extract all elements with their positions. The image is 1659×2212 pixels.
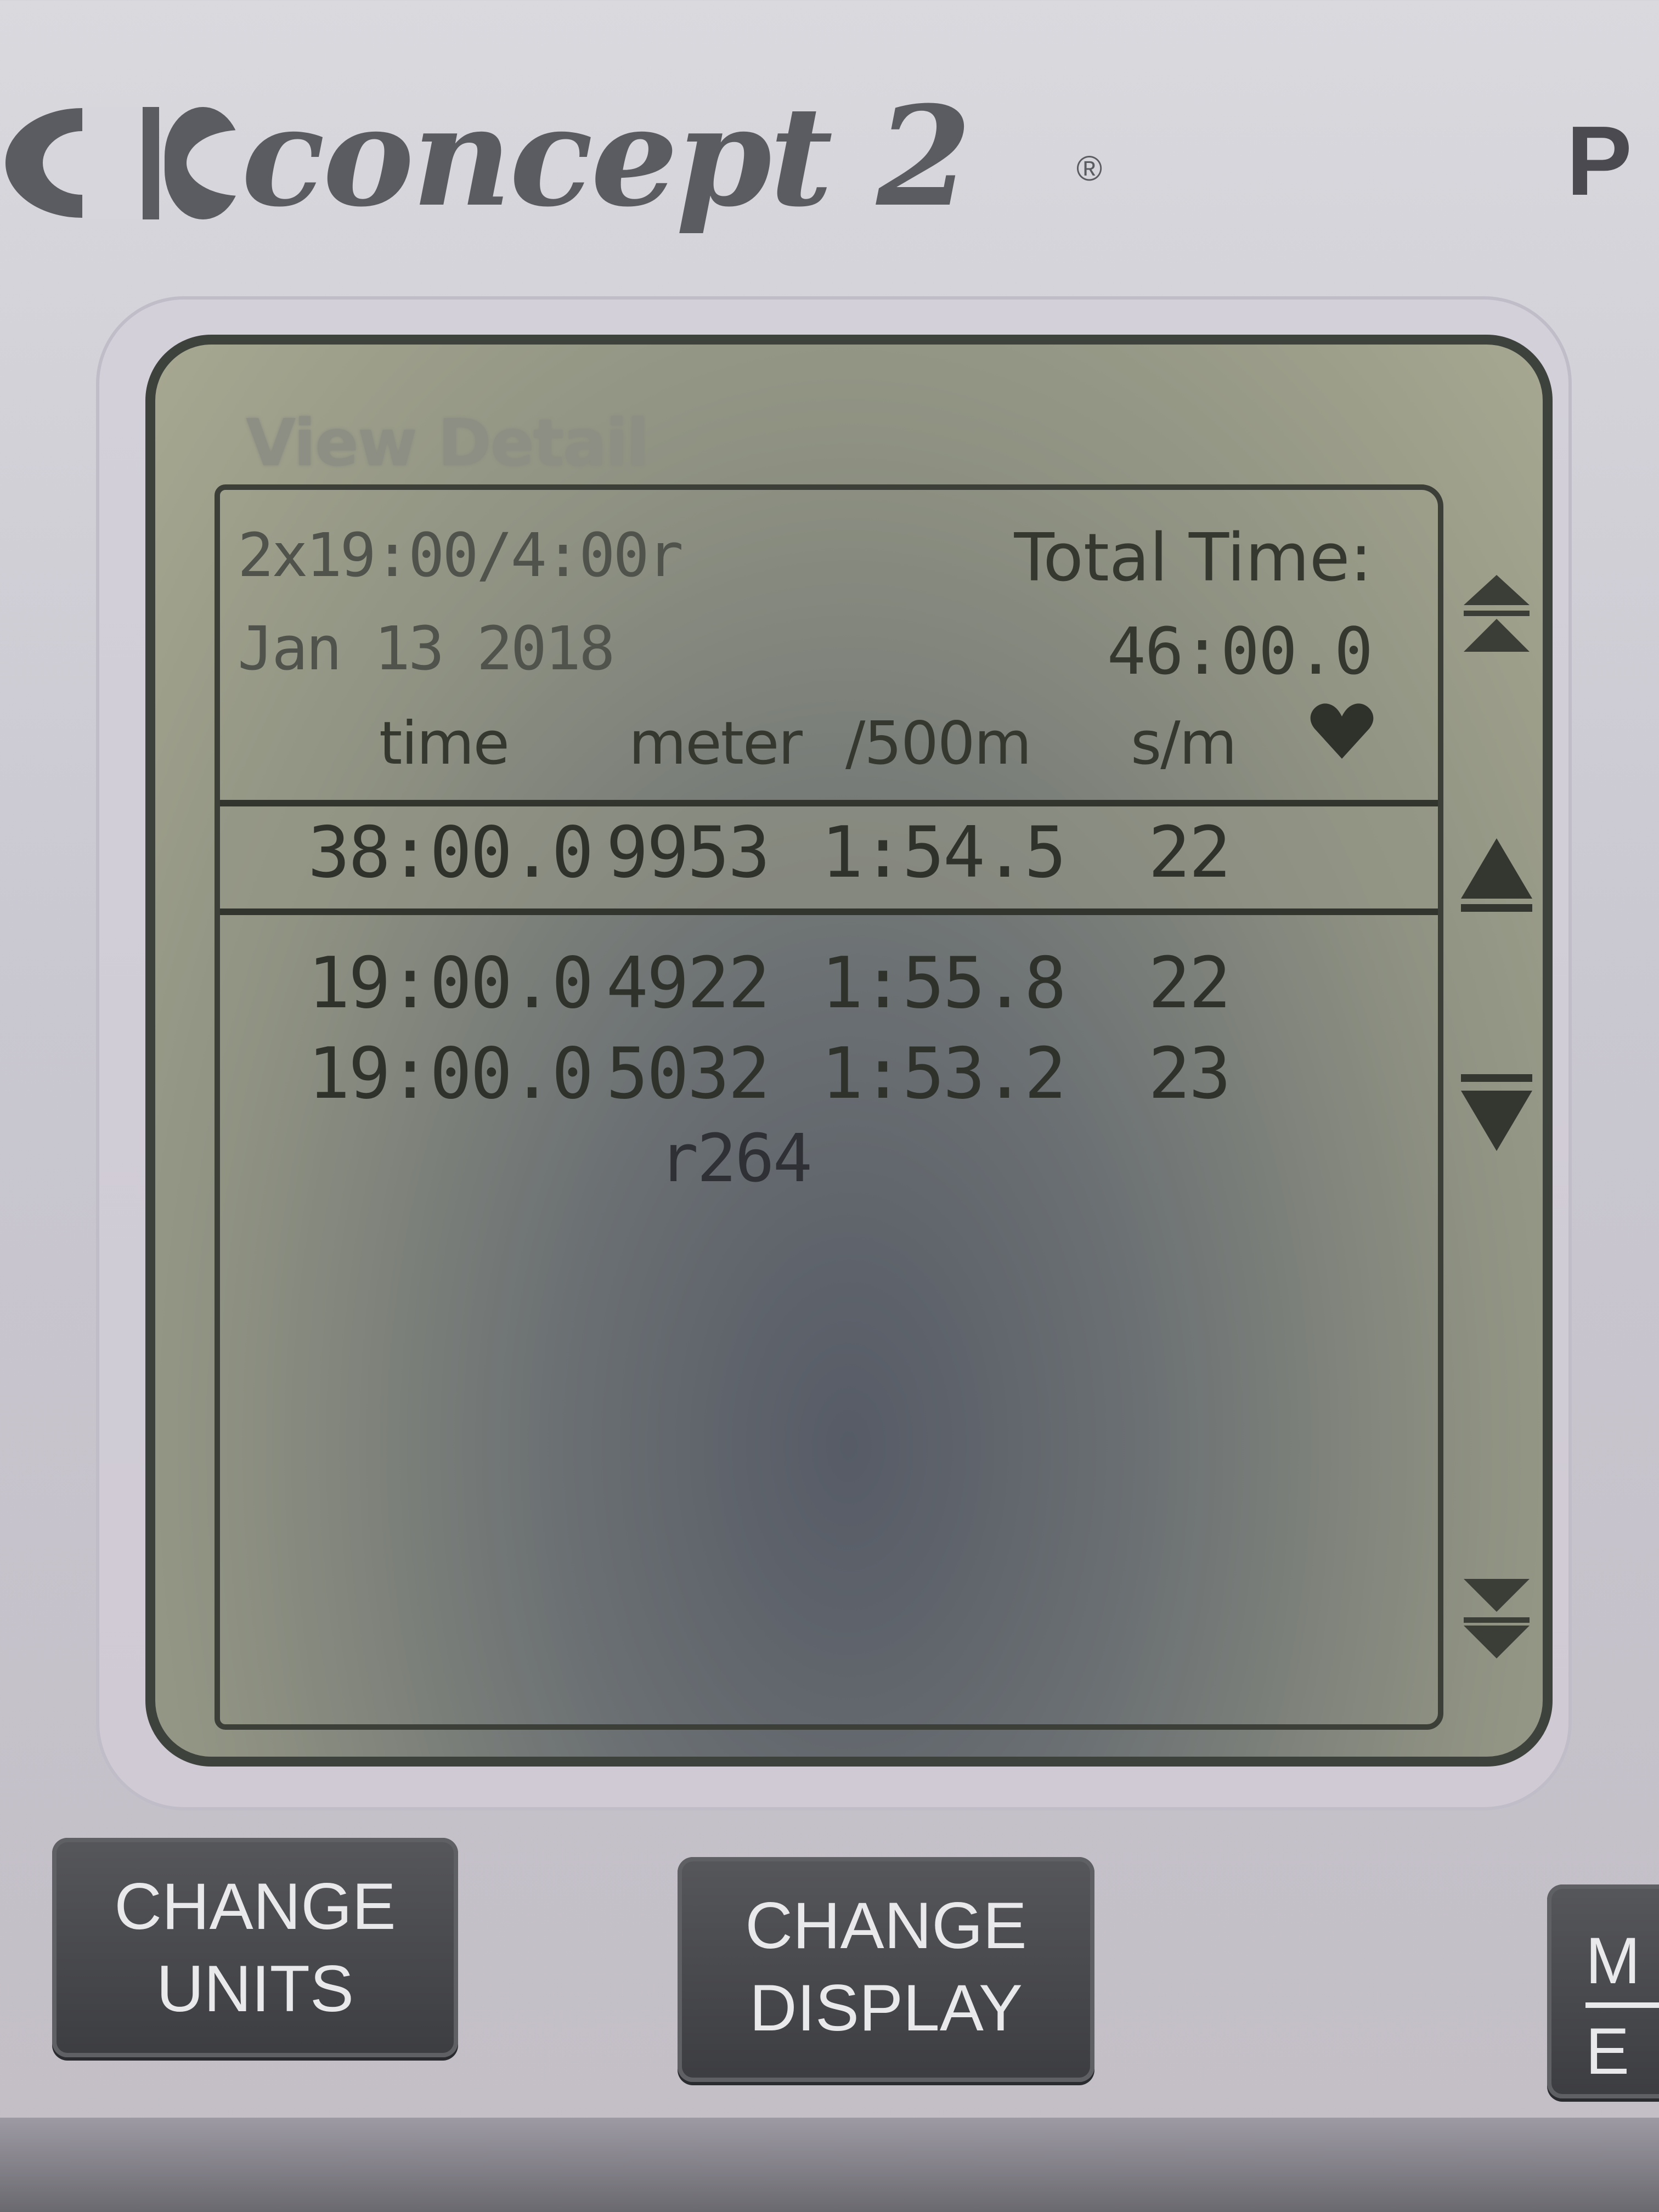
lcd-screen: View Detail 2x19:00/4:00r Jan 13 2018 To… bbox=[145, 335, 1553, 1767]
button-divider bbox=[1585, 2002, 1659, 2008]
total-time-label: Total Time: bbox=[1014, 520, 1373, 596]
brand-name: concept 2 bbox=[241, 76, 972, 237]
interval-spm: 23 bbox=[1148, 1033, 1231, 1115]
model-letter: P bbox=[1566, 106, 1633, 216]
button-label-line2: E bbox=[1585, 2015, 1630, 2088]
registered-mark: ® bbox=[1076, 149, 1103, 188]
workout-detail-panel: 2x19:00/4:00r Jan 13 2018 Total Time: 46… bbox=[215, 484, 1443, 1730]
summary-time: 38:00.0 bbox=[308, 812, 594, 894]
column-header-time: time bbox=[379, 709, 510, 778]
change-display-button[interactable]: CHANGE DISPLAY bbox=[678, 1857, 1094, 2082]
interval-row: 19:00.0 4922 1:55.8 22 bbox=[220, 943, 1438, 1030]
interval-meter: 5032 bbox=[606, 1033, 770, 1115]
button-label-line2: UNITS bbox=[156, 1952, 354, 2025]
column-header-pace: /500m bbox=[845, 709, 1032, 778]
menu-back-button[interactable]: M E bbox=[1547, 1884, 1659, 2098]
summary-spm: 22 bbox=[1148, 812, 1231, 894]
interval-spm: 22 bbox=[1148, 943, 1231, 1024]
button-label-line1: CHANGE bbox=[745, 1889, 1027, 1962]
column-header-meter: meter bbox=[629, 709, 803, 778]
concept2-logo: concept 2 ® bbox=[0, 82, 1152, 236]
monitor-base bbox=[0, 2118, 1659, 2212]
button-label-line1: M bbox=[1585, 1924, 1640, 1997]
rest-meters: r264 bbox=[659, 1121, 812, 1197]
change-units-button[interactable]: CHANGE UNITS bbox=[52, 1838, 458, 2057]
down-arrow-icon[interactable] bbox=[1455, 1069, 1538, 1162]
heart-icon bbox=[1310, 703, 1374, 759]
interval-pace: 1:53.2 bbox=[821, 1033, 1066, 1115]
screen-title: View Detail bbox=[246, 405, 649, 481]
button-label-line1: CHANGE bbox=[114, 1870, 396, 1943]
total-time-value: 46:00.0 bbox=[1107, 613, 1373, 689]
concept2-logo-mark-icon bbox=[5, 107, 241, 219]
summary-meter: 9953 bbox=[606, 812, 770, 894]
up-arrow-icon[interactable] bbox=[1455, 827, 1538, 921]
interval-row: 19:00.0 5032 1:53.2 23 bbox=[220, 1033, 1438, 1121]
summary-pace: 1:54.5 bbox=[821, 812, 1066, 894]
workout-description: 2x19:00/4:00r bbox=[238, 520, 684, 590]
interval-pace: 1:55.8 bbox=[821, 943, 1066, 1024]
interval-meter: 4922 bbox=[606, 943, 770, 1024]
button-label-line2: DISPLAY bbox=[749, 1971, 1023, 2045]
summary-row: 38:00.0 9953 1:54.5 22 bbox=[220, 800, 1438, 915]
interval-time: 19:00.0 bbox=[308, 943, 594, 1024]
column-header-spm: s/m bbox=[1131, 709, 1237, 778]
page-up-icon[interactable] bbox=[1455, 564, 1538, 674]
workout-date: Jan 13 2018 bbox=[238, 613, 615, 684]
interval-time: 19:00.0 bbox=[308, 1033, 594, 1115]
page-down-icon[interactable] bbox=[1455, 1562, 1538, 1672]
